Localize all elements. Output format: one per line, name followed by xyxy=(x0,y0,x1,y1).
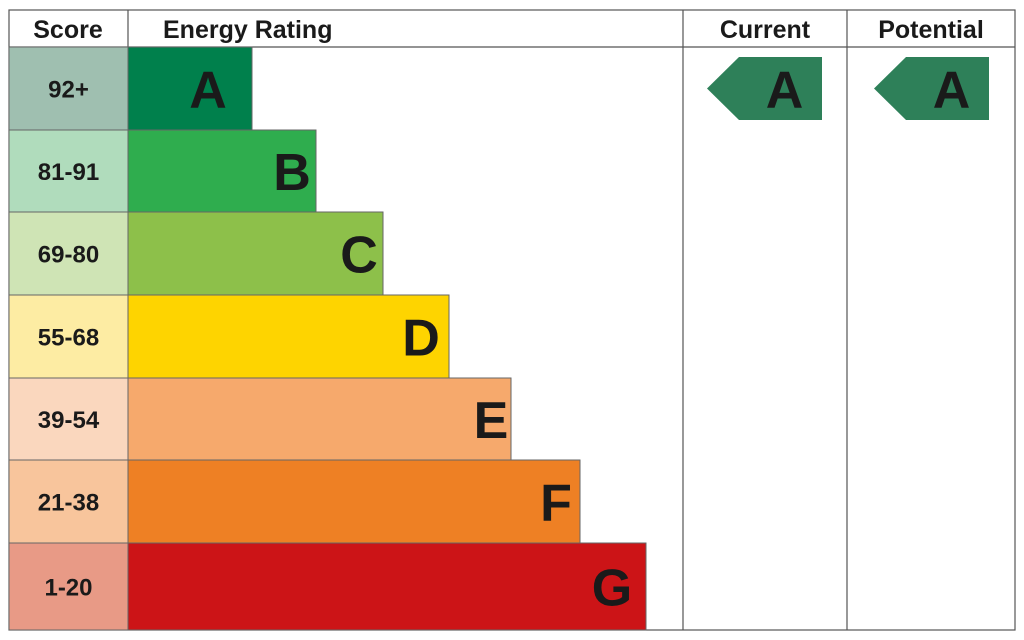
band-b: 81-91 B xyxy=(8,129,317,213)
band-d: 55-68 D xyxy=(8,294,450,379)
rating-letter-d: D xyxy=(402,310,440,368)
rating-bar-f xyxy=(127,459,581,544)
rating-letter-e: E xyxy=(474,392,509,450)
rating-bar-d xyxy=(127,294,450,379)
rating-bar-e xyxy=(127,377,512,461)
rating-letter-a: A xyxy=(189,62,227,120)
current-arrow xyxy=(707,57,822,120)
score-cell-a xyxy=(8,46,129,131)
potential-rating-letter: A xyxy=(933,62,971,120)
potential-header: Potential xyxy=(878,16,984,44)
band-c: 69-80 C xyxy=(8,211,384,296)
rating-letter-g: G xyxy=(592,560,632,618)
score-label-a: 92+ xyxy=(48,77,89,104)
current-header: Current xyxy=(720,16,811,44)
score-cell-d xyxy=(8,294,129,379)
potential-rating-indicator: A xyxy=(874,57,989,120)
band-g: 1-20 G xyxy=(8,542,647,631)
score-label-c: 69-80 xyxy=(38,242,99,269)
current-rating-indicator: A xyxy=(707,57,822,120)
rating-bar-c xyxy=(127,211,384,296)
energy-rating-header: Energy Rating xyxy=(163,16,332,44)
score-label-f: 21-38 xyxy=(38,490,99,517)
current-rating-letter: A xyxy=(766,62,804,120)
score-label-b: 81-91 xyxy=(38,159,99,186)
band-a: 92+ A xyxy=(8,46,253,131)
band-f: 21-38 F xyxy=(8,459,581,544)
rating-bar-b xyxy=(127,129,317,213)
score-header: Score xyxy=(33,16,103,44)
score-cell-e xyxy=(8,377,129,461)
score-cell-g xyxy=(8,542,129,631)
rating-letter-c: C xyxy=(340,227,378,285)
score-cell-c xyxy=(8,211,129,296)
rating-letter-f: F xyxy=(540,475,572,533)
score-label-d: 55-68 xyxy=(38,325,99,352)
band-e: 39-54 E xyxy=(8,377,512,461)
potential-arrow xyxy=(874,57,989,120)
score-cell-f xyxy=(8,459,129,544)
rating-bands: 92+ A 81-91 B 69-80 C 55-68 D 39-54 E 21-38 F 1-20 G xyxy=(8,46,647,631)
rating-letter-b: B xyxy=(273,144,311,202)
score-label-g: 1-20 xyxy=(44,575,92,602)
score-label-e: 39-54 xyxy=(38,407,100,434)
rating-bar-g xyxy=(127,542,647,631)
